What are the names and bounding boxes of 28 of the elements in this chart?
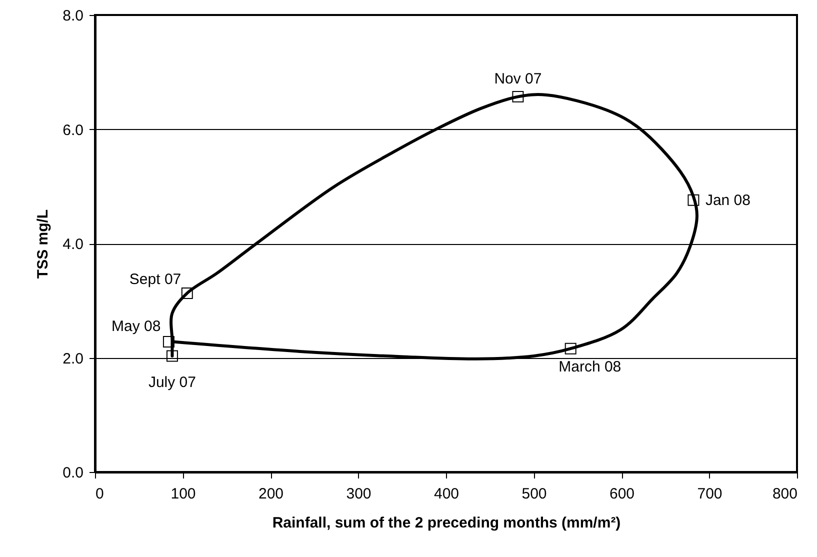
x-tick-label: 0 bbox=[96, 486, 104, 502]
x-tick-label: 600 bbox=[609, 486, 635, 502]
x-axis-title: Rainfall, sum of the 2 preceding months (mm/m²) bbox=[272, 514, 621, 532]
x-tick-label: 200 bbox=[258, 486, 284, 502]
annotation: March 08 bbox=[558, 358, 622, 376]
annotation: Sept 07 bbox=[129, 271, 182, 288]
point bbox=[181, 287, 193, 299]
point bbox=[512, 90, 524, 102]
point bbox=[564, 342, 576, 354]
y-tick-label: 2.0 bbox=[62, 350, 84, 368]
point bbox=[166, 350, 178, 362]
y-tick-label: 4.0 bbox=[62, 236, 84, 253]
x-tick-label: 800 bbox=[772, 486, 798, 502]
y-tick-label: 8.0 bbox=[62, 8, 84, 24]
y-tick-label: 6.0 bbox=[62, 122, 84, 139]
y-axis-title: TSS mg/L bbox=[34, 209, 52, 279]
x-tick-label: 100 bbox=[170, 486, 196, 502]
x-tick-label: 300 bbox=[346, 486, 372, 502]
x-tick-label: 400 bbox=[434, 486, 460, 502]
x-tick-label: 500 bbox=[522, 486, 547, 502]
annotation: Nov 07 bbox=[494, 70, 542, 88]
x-tick-label: 700 bbox=[697, 486, 722, 502]
point bbox=[162, 336, 174, 348]
annotation: July 07 bbox=[148, 374, 196, 392]
point bbox=[688, 194, 700, 206]
annotation: May 08 bbox=[112, 318, 161, 335]
annotation: Jan 08 bbox=[705, 192, 750, 210]
y-tick-label: 0.0 bbox=[62, 464, 84, 482]
